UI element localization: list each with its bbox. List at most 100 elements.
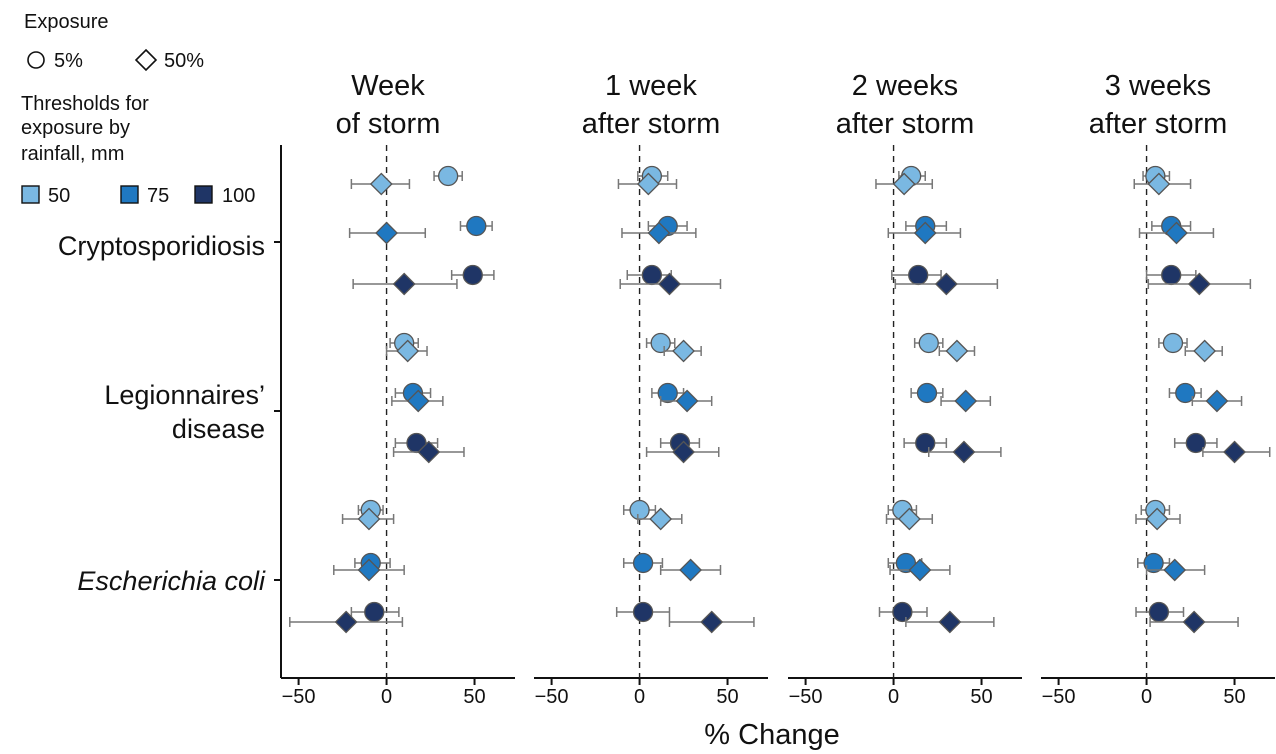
point-diamond xyxy=(396,339,420,363)
data-point-circle-t75-d1-p1 xyxy=(651,382,685,404)
x-tick-label: −50 xyxy=(1042,686,1076,708)
legend-threshold-title-line3: rainfall, mm xyxy=(21,143,124,165)
data-point-diamond-t50-d0-p1 xyxy=(617,172,678,196)
data-point-diamond-t75-d1-p3 xyxy=(1191,389,1243,413)
point-circle xyxy=(641,264,663,286)
point-diamond xyxy=(1187,272,1211,296)
legend-exposure-50pct-label: 50% xyxy=(164,50,204,72)
point-diamond xyxy=(369,172,393,196)
point-circle xyxy=(632,601,654,623)
x-axis-title: % Change xyxy=(704,719,839,751)
point-circle xyxy=(657,382,678,404)
data-point-circle-t100-d1-p3 xyxy=(1173,432,1218,454)
data-point-diamond-t50-d0-p0 xyxy=(350,172,411,196)
point-diamond xyxy=(647,221,671,245)
panel-title-1-line0: 1 week xyxy=(605,70,697,102)
point-diamond xyxy=(913,221,937,245)
data-point-diamond-t50-d0-p2 xyxy=(875,172,934,196)
panel-3: 3 weeks after storm −50 0 50 xyxy=(1041,70,1275,708)
point-diamond xyxy=(636,172,660,196)
point-circle xyxy=(632,552,654,574)
legend-circle-icon xyxy=(27,51,45,69)
data-point-circle-t75-d0-p0 xyxy=(459,215,493,237)
point-diamond xyxy=(375,221,398,245)
data-point-diamond-t100-d0-p2 xyxy=(894,272,999,296)
data-point-diamond-t50-d2-p3 xyxy=(1135,507,1181,531)
point-circle xyxy=(650,332,671,354)
data-point-circle-t100-d1-p2 xyxy=(903,432,948,454)
x-tick-label: 0 xyxy=(381,686,392,708)
x-tick-label: −50 xyxy=(789,686,823,708)
x-tick-label: 0 xyxy=(888,686,899,708)
data-point-diamond-t75-d2-p3 xyxy=(1145,558,1206,582)
data-point-diamond-t75-d0-p1 xyxy=(621,221,697,245)
point-circle xyxy=(915,432,936,454)
data-point-circle-t100-d2-p0 xyxy=(350,601,400,623)
panel-title-0-line0: Week xyxy=(351,70,425,102)
data-point-circle-t50-d0-p0 xyxy=(433,165,463,187)
point-diamond xyxy=(1145,507,1169,531)
data-point-diamond-t100-d1-p2 xyxy=(928,440,1002,464)
point-circle xyxy=(1162,332,1184,354)
data-point-diamond-t50-d1-p1 xyxy=(663,339,702,363)
point-diamond xyxy=(1165,221,1188,245)
point-diamond xyxy=(417,440,441,464)
data-point-diamond-t75-d2-p2 xyxy=(889,558,951,582)
point-diamond xyxy=(658,272,681,296)
legend: Exposure 5% 50% Thresholds for exposure … xyxy=(21,11,255,207)
panel-1: 1 week after storm −50 0 50 xyxy=(534,70,768,708)
plot-area: Cryptosporidiosis Legionnaires’ disease Esc… xyxy=(58,70,1275,708)
disease-label-2-line0: Escherichia coli xyxy=(77,566,266,596)
data-point-circle-t100-d0-p0 xyxy=(450,264,495,286)
legend-exposure-5pct: 5% xyxy=(27,50,83,72)
data-point-diamond-t75-d1-p1 xyxy=(659,389,713,413)
legend-threshold-title-line1: Thresholds for xyxy=(21,93,149,115)
panel-0: Week of storm −50 0 50 xyxy=(281,70,515,708)
point-circle xyxy=(908,264,929,286)
data-point-diamond-t100-d1-p0 xyxy=(392,440,465,464)
point-circle xyxy=(916,382,938,404)
point-circle xyxy=(895,552,917,574)
point-diamond xyxy=(1223,440,1246,464)
data-point-diamond-t100-d2-p0 xyxy=(289,610,404,634)
point-circle xyxy=(1185,432,1206,454)
data-point-circle-t50-d1-p2 xyxy=(913,332,944,354)
data-point-diamond-t100-d2-p3 xyxy=(1149,610,1239,634)
legend-threshold-title-line2: exposure by xyxy=(21,117,130,139)
data-point-circle-t100-d2-p2 xyxy=(878,601,928,623)
legend-threshold-50-label: 50 xyxy=(48,185,70,207)
point-circle xyxy=(892,601,913,623)
point-diamond xyxy=(392,272,416,296)
x-tick-label: 50 xyxy=(1223,686,1245,708)
point-diamond xyxy=(938,610,962,634)
data-point-circle-t50-d2-p2 xyxy=(887,499,918,521)
x-tick-label: 0 xyxy=(634,686,645,708)
point-diamond xyxy=(649,507,673,531)
legend-swatch-100 xyxy=(194,185,213,204)
legend-exposure-5pct-label: 5% xyxy=(54,50,83,72)
point-diamond xyxy=(675,389,699,413)
point-diamond xyxy=(954,389,978,413)
data-point-circle-t50-d0-p2 xyxy=(898,165,926,187)
data-point-circle-t50-d2-p1 xyxy=(622,499,657,521)
data-point-diamond-t75-d2-p0 xyxy=(333,558,405,582)
data-point-diamond-t50-d2-p1 xyxy=(637,507,683,531)
data-point-diamond-t75-d2-p1 xyxy=(659,558,722,582)
point-circle xyxy=(1143,552,1164,574)
point-diamond xyxy=(357,507,381,531)
point-diamond xyxy=(897,507,921,531)
data-point-diamond-t50-d1-p2 xyxy=(938,339,976,363)
panel-title-2-line0: 2 weeks xyxy=(852,70,958,102)
data-point-circle-t75-d1-p2 xyxy=(910,382,944,404)
point-diamond xyxy=(934,272,958,296)
data-point-circle-t75-d2-p1 xyxy=(622,552,664,574)
panel-title-1-line1: after storm xyxy=(582,108,721,140)
point-circle xyxy=(629,499,650,521)
point-circle xyxy=(1161,264,1182,286)
data-point-circle-t50-d1-p1 xyxy=(645,332,676,354)
data-point-diamond-t50-d2-p0 xyxy=(341,507,395,531)
point-diamond xyxy=(672,339,695,363)
data-point-circle-t100-d0-p3 xyxy=(1145,264,1197,286)
point-circle xyxy=(437,165,459,187)
